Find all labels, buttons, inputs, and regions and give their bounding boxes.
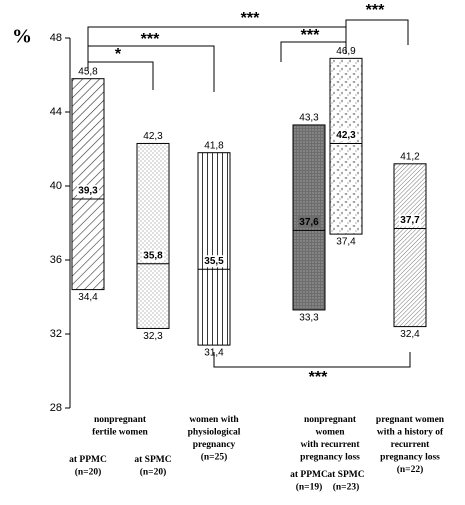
x-tick-label: (n=25) bbox=[201, 452, 228, 463]
median-label: 35,8 bbox=[143, 250, 163, 261]
median-label: 35,5 bbox=[204, 256, 224, 267]
significance-bracket bbox=[213, 352, 411, 368]
group-label: pregnancy loss bbox=[300, 453, 360, 463]
y-tick-label: 48 bbox=[50, 32, 62, 44]
x-tick-label: pregnancy loss bbox=[380, 453, 440, 463]
range-box bbox=[393, 163, 427, 328]
low-label: 37,4 bbox=[336, 237, 356, 248]
y-tick-label: 28 bbox=[50, 402, 62, 414]
y-tick-label: 36 bbox=[50, 254, 62, 266]
high-label: 43,3 bbox=[299, 113, 319, 124]
low-label: 32,4 bbox=[400, 329, 420, 340]
significance-label: *** bbox=[301, 27, 320, 44]
low-label: 33,3 bbox=[299, 313, 319, 324]
range-box bbox=[197, 152, 231, 346]
median-label-bg bbox=[203, 255, 225, 268]
x-tick-label: physiological bbox=[188, 428, 241, 438]
range-box bbox=[329, 57, 363, 235]
median-label-bg bbox=[335, 129, 357, 142]
group-label: fertile women bbox=[92, 428, 148, 438]
x-tick-label: pregnancy bbox=[193, 440, 236, 450]
high-label: 41,2 bbox=[400, 151, 420, 162]
significance-label: *** bbox=[309, 369, 328, 386]
y-tick-label: 32 bbox=[50, 328, 62, 340]
x-tick-label: at PPMC bbox=[69, 455, 107, 465]
y-tick-label: 44 bbox=[50, 106, 62, 118]
median-label-bg bbox=[142, 249, 164, 262]
x-tick-label: recurrent bbox=[391, 440, 431, 450]
significance-label: *** bbox=[141, 31, 160, 48]
group-label: nonpregnant bbox=[304, 415, 357, 425]
significance-label: * bbox=[115, 46, 122, 63]
high-label: 42,3 bbox=[143, 131, 163, 142]
significance-bracket bbox=[345, 19, 409, 45]
group-label: women bbox=[315, 428, 345, 438]
significance-bracket bbox=[87, 45, 215, 92]
range-box bbox=[136, 142, 170, 329]
significance-bracket bbox=[280, 41, 347, 62]
median-label-bg bbox=[77, 184, 99, 197]
x-tick-label: women with bbox=[189, 415, 239, 425]
median-label: 42,3 bbox=[336, 130, 356, 141]
x-tick-label: at PPMC bbox=[290, 470, 328, 480]
low-label: 32,3 bbox=[143, 331, 163, 342]
x-tick-label: at SPMC bbox=[134, 455, 171, 465]
x-tick-label: (n=19) bbox=[296, 482, 323, 493]
x-tick-label: at SPMC bbox=[327, 470, 364, 480]
significance-label: *** bbox=[366, 2, 385, 19]
x-tick-label: pregnant women bbox=[376, 415, 445, 425]
median-label-bg bbox=[399, 214, 421, 227]
significance-label: *** bbox=[241, 10, 260, 27]
x-tick-label: (n=22) bbox=[397, 464, 424, 475]
significance-bracket bbox=[87, 26, 347, 46]
low-label: 34,4 bbox=[78, 292, 98, 303]
median-label: 37,7 bbox=[400, 215, 420, 226]
group-label: with recurrent bbox=[300, 440, 360, 450]
x-tick-label: with a history of bbox=[377, 428, 444, 438]
high-label: 41,8 bbox=[204, 140, 224, 151]
y-tick-label: 40 bbox=[50, 180, 62, 192]
high-label: 45,8 bbox=[78, 66, 98, 77]
significance-bracket bbox=[87, 61, 154, 90]
x-tick-label: (n=20) bbox=[140, 467, 167, 478]
x-tick-label: (n=20) bbox=[75, 467, 102, 478]
median-label-bg bbox=[298, 216, 320, 229]
x-tick-label: (n=23) bbox=[333, 482, 360, 493]
y-axis-label: % bbox=[12, 26, 32, 48]
median-label: 37,6 bbox=[299, 217, 319, 228]
range-box bbox=[71, 78, 105, 291]
median-label: 39,3 bbox=[78, 186, 98, 197]
group-label: nonpregnant bbox=[94, 415, 147, 425]
